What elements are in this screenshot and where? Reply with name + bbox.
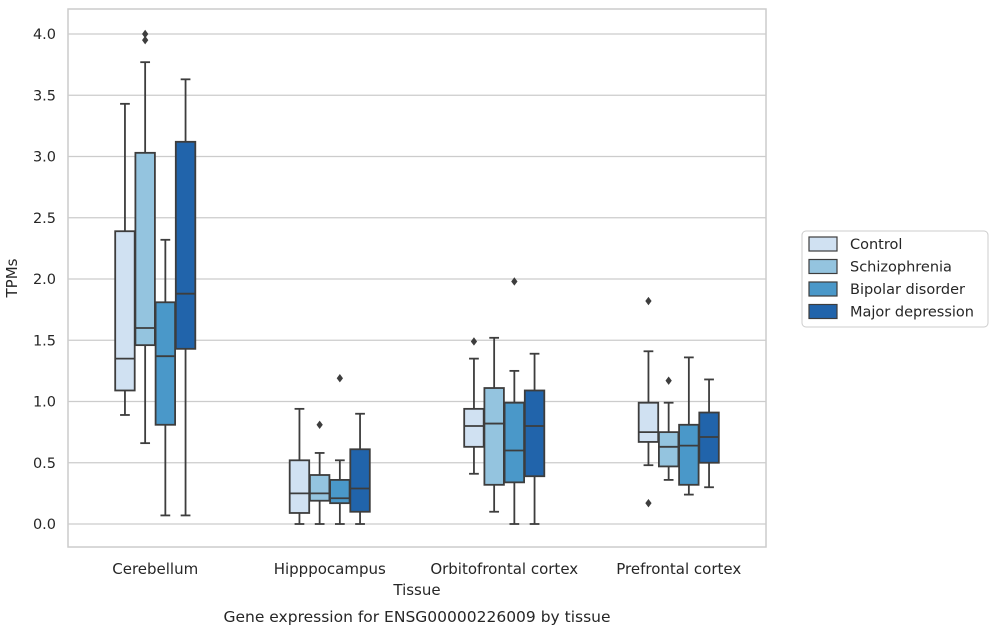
y-tick-label: 2.0 bbox=[33, 272, 56, 288]
outlier-point bbox=[142, 35, 149, 45]
y-tick-label: 1.5 bbox=[33, 333, 56, 349]
legend-frame bbox=[801, 230, 989, 328]
y-tick-label: 3.0 bbox=[33, 150, 56, 166]
x-tick-label: Hipppocampus bbox=[274, 560, 386, 578]
legend: Control Schizophrenia Bipolar disorder Majo… bbox=[801, 230, 989, 328]
legend-label: Control bbox=[850, 237, 902, 253]
box-major-depression bbox=[174, 78, 197, 517]
x-tick-labels: Cerebellum Hipppocampus Orbitofrontal cort… bbox=[112, 560, 741, 578]
iqr-box bbox=[329, 478, 351, 505]
outlier-point bbox=[665, 376, 672, 385]
iqr-box bbox=[134, 151, 156, 347]
outlier-point bbox=[470, 337, 478, 346]
box-schizophrenia bbox=[308, 420, 331, 525]
outlier-point bbox=[511, 277, 518, 286]
plot-frame bbox=[67, 8, 767, 548]
iqr-box bbox=[288, 459, 311, 514]
y-tick-labels: 0.0 0.5 1.0 1.5 2.0 2.5 3.0 3.5 4.0 bbox=[33, 27, 56, 533]
y-axis-label: TPMs bbox=[3, 258, 21, 298]
box-bipolar-disorder bbox=[154, 238, 177, 517]
box-major-depression bbox=[523, 352, 546, 525]
box-schizophrenia bbox=[658, 376, 680, 481]
iqr-box bbox=[154, 301, 177, 426]
y-tick-label: 4.0 bbox=[33, 27, 56, 43]
outlier-point bbox=[645, 498, 652, 508]
chart-caption: Gene expression for ENSG00000226009 by t… bbox=[223, 608, 610, 626]
box-bipolar-disorder bbox=[678, 356, 700, 496]
box-major-depression bbox=[349, 412, 371, 525]
box-control bbox=[637, 296, 660, 508]
box-schizophrenia bbox=[134, 29, 156, 445]
outlier-point bbox=[645, 296, 652, 306]
iqr-box bbox=[658, 431, 680, 468]
iqr-box bbox=[349, 448, 371, 513]
box-bipolar-disorder bbox=[329, 374, 351, 525]
y-tick-label: 0.5 bbox=[33, 456, 56, 472]
box-control bbox=[114, 102, 136, 416]
box-bipolar-disorder bbox=[503, 277, 526, 525]
legend-swatch bbox=[808, 236, 838, 252]
iqr-box bbox=[308, 474, 331, 502]
legend-label: Major depression bbox=[850, 305, 974, 321]
legend-swatch bbox=[808, 281, 838, 297]
iqr-box bbox=[463, 407, 485, 448]
x-tick-label: Prefrontal cortex bbox=[616, 560, 741, 578]
y-tick-label: 0.0 bbox=[33, 517, 56, 533]
legend-swatch bbox=[808, 258, 838, 275]
boxes bbox=[114, 29, 720, 525]
iqr-box bbox=[678, 423, 700, 486]
box-control bbox=[463, 337, 485, 475]
legend-label: Bipolar disorder bbox=[850, 282, 965, 298]
x-tick-label: Cerebellum bbox=[112, 560, 198, 578]
box-schizophrenia bbox=[483, 336, 505, 513]
x-tick-label: Orbitofrontal cortex bbox=[430, 560, 578, 578]
outlier-point bbox=[336, 374, 343, 383]
outlier-point bbox=[142, 29, 149, 39]
outlier-point bbox=[316, 420, 323, 429]
iqr-box bbox=[483, 387, 505, 486]
box-major-depression bbox=[698, 378, 720, 489]
y-tick-label: 2.5 bbox=[33, 211, 56, 227]
legend-swatch bbox=[808, 303, 838, 320]
iqr-box bbox=[637, 401, 660, 443]
y-tick-label: 3.5 bbox=[33, 88, 56, 104]
x-axis-label: Tissue bbox=[392, 581, 440, 599]
legend-label: Schizophrenia bbox=[850, 260, 952, 276]
iqr-box bbox=[114, 230, 136, 392]
iqr-box bbox=[523, 389, 546, 478]
iqr-box bbox=[174, 140, 197, 350]
box-control bbox=[288, 407, 311, 525]
y-tick-label: 1.0 bbox=[33, 395, 56, 411]
iqr-box bbox=[503, 401, 526, 484]
